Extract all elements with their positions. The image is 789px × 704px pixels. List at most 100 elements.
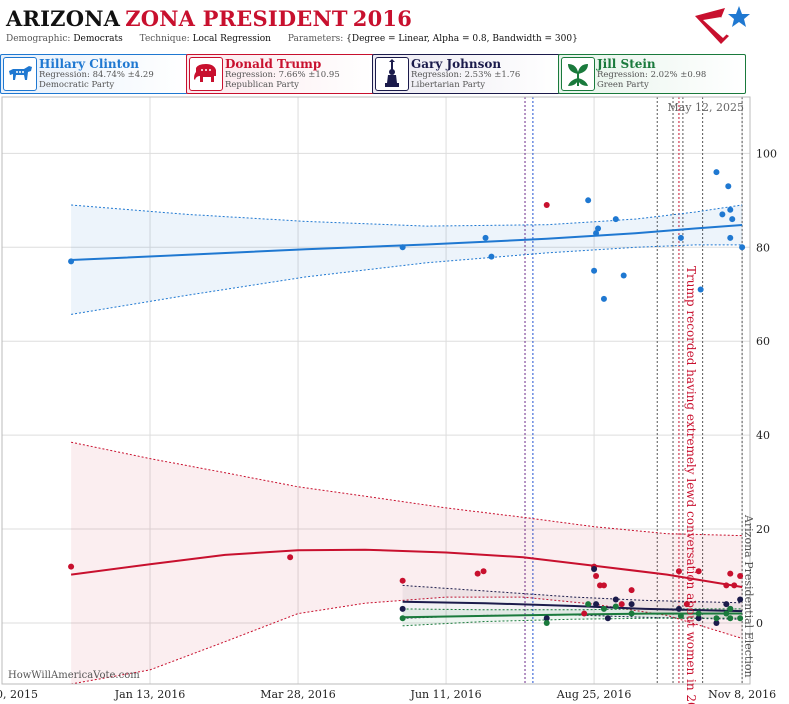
poll-point (723, 601, 730, 608)
current-date-label: May 12, 2025 (667, 101, 744, 114)
poll-point (68, 258, 75, 265)
poll-point (612, 596, 619, 603)
demographic-value: Democrats (73, 34, 123, 44)
x-tick-label: Nov 8, 2016 (708, 688, 776, 701)
candidate-party: Democratic Party (39, 80, 115, 90)
poll-point (695, 568, 702, 575)
title-state: ARIZONA (6, 6, 121, 31)
y-tick-label: 100 (756, 147, 777, 160)
poll-point (727, 234, 734, 241)
x-tick-label: Oct 30, 2015 (0, 688, 38, 701)
poll-point (731, 582, 738, 589)
site-logo-icon (695, 6, 750, 44)
poll-point (399, 577, 406, 584)
plot-frame (1, 96, 751, 685)
poll-point (713, 169, 720, 176)
poll-point (480, 568, 487, 575)
poll-point (600, 605, 607, 612)
x-tick-label: Aug 25, 2016 (556, 688, 632, 701)
poll-point (399, 605, 406, 612)
x-tick-label: Jan 13, 2016 (114, 688, 186, 701)
poll-point (675, 605, 682, 612)
candidate-card-trump[interactable]: Donald Trump Regression: 7.66% ±10.95 Re… (186, 54, 374, 94)
candidate-card-clinton[interactable]: Hillary Clinton Regression: 84.74% ±4.29… (0, 54, 188, 94)
lower-bound-line (71, 244, 743, 315)
parameters-label: Parameters: (287, 34, 344, 44)
poll-point (677, 234, 684, 241)
poll-point (595, 225, 602, 232)
confidence-band (71, 442, 743, 684)
poll-point (727, 605, 734, 612)
candidate-party: Republican Party (225, 80, 299, 90)
lower-bound-line (71, 596, 743, 684)
poll-point (723, 582, 730, 589)
poll-point (593, 230, 600, 237)
candidate-card-johnson[interactable]: Gary Johnson Regression: 2.53% ±1.76 Lib… (372, 54, 560, 94)
candidate-name: Jill Stein (597, 57, 656, 71)
candidate-regression: Regression: 2.53% ±1.76 (411, 70, 521, 80)
poll-point (719, 211, 726, 218)
poll-point (591, 565, 598, 572)
poll-point (727, 570, 734, 577)
poll-point (725, 183, 732, 190)
poll-point (482, 234, 489, 241)
poll-point (628, 601, 635, 608)
poll-point (488, 253, 495, 260)
poll-point (727, 206, 734, 213)
candidate-party: Libertarian Party (411, 80, 486, 90)
poll-point (628, 610, 635, 617)
poll-point (399, 615, 406, 622)
poll-point (620, 272, 627, 279)
poll-point (543, 615, 550, 622)
poll-point (591, 267, 598, 274)
poll-point (737, 572, 744, 579)
liberty-icon (375, 57, 409, 91)
poll-point (713, 615, 720, 622)
poll-point (593, 572, 600, 579)
elephant-icon (189, 57, 223, 91)
candidate-name: Donald Trump (225, 57, 322, 71)
poll-point (628, 587, 635, 594)
candidate-name: Hillary Clinton (39, 57, 139, 71)
poll-point (677, 612, 684, 619)
parameters-line: Demographic: Democrats Technique: Local … (6, 34, 592, 44)
y-tick-label: 60 (756, 335, 770, 348)
upper-bound-line (71, 204, 743, 227)
candidate-regression: Regression: 84.74% ±4.29 (39, 70, 154, 80)
plot-area (2, 97, 750, 684)
poll-point (618, 601, 625, 608)
poll-point (737, 596, 744, 603)
poll-point (585, 197, 592, 204)
poll-point (593, 601, 600, 608)
technique-label: Technique: (139, 34, 190, 44)
poll-point (695, 615, 702, 622)
poll-point (723, 610, 730, 617)
title-race: ZONA PRESIDENT (125, 6, 348, 31)
poll-point (543, 619, 550, 626)
election-label: Arizona Presidential Election (742, 514, 755, 678)
y-tick-label: 20 (756, 523, 770, 536)
poll-point (543, 202, 550, 209)
poll-point (737, 615, 744, 622)
poll-point (600, 295, 607, 302)
poll-point (675, 568, 682, 575)
candidate-card-stein[interactable]: Jill Stein Regression: 2.02% ±0.98 Green… (558, 54, 746, 94)
candidate-regression: Regression: 2.02% ±0.98 (597, 70, 707, 80)
trend-line (402, 612, 743, 619)
upper-bound-line (402, 584, 743, 604)
poll-point (287, 554, 294, 561)
parameters-value: {Degree = Linear, Alpha = 0.8, Bandwidth… (346, 34, 578, 44)
poll-point (474, 570, 481, 577)
trend-line (70, 548, 743, 588)
donkey-icon (3, 57, 37, 91)
candidate-legend: Hillary Clinton Regression: 84.74% ±4.29… (0, 54, 789, 94)
trump-event-label: Trump recorded having extremely lewd con… (684, 266, 698, 704)
poll-point (612, 216, 619, 223)
y-tick-label: 0 (756, 617, 763, 630)
poll-point (600, 582, 607, 589)
confidence-band (402, 585, 743, 620)
x-tick-label: Jun 11, 2016 (410, 688, 482, 701)
leaf-icon (561, 57, 595, 91)
candidate-party: Green Party (597, 80, 649, 90)
